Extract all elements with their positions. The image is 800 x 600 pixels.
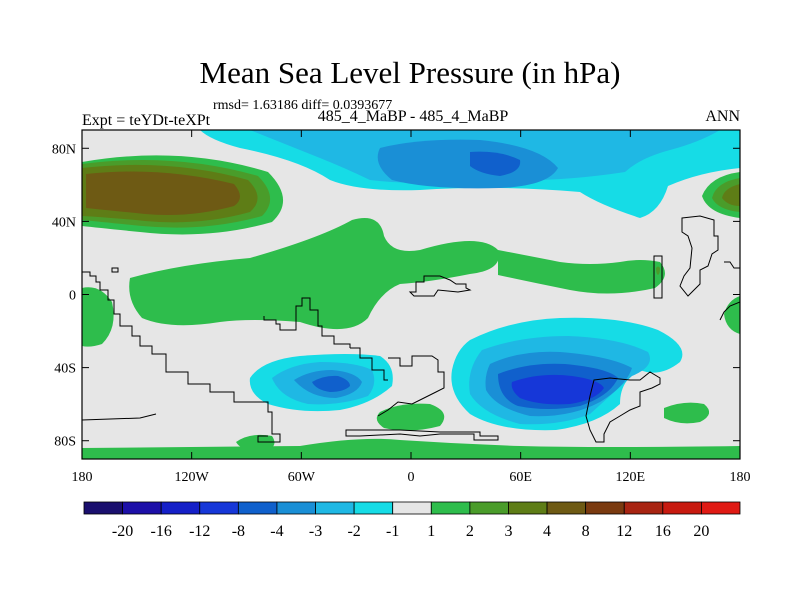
field-region-sind-m8 (511, 374, 604, 405)
colorbar-swatch (160, 501, 201, 515)
y-axis: 80N 40N 0 40S 80S (52, 142, 740, 450)
x-tick-label: 60W (288, 470, 316, 485)
x-tick-label: 180 (72, 470, 93, 485)
colorbar-swatch (392, 501, 432, 515)
x-tick-label: 120E (616, 470, 646, 485)
field-region-south-2a (376, 403, 445, 431)
colorbar-label: -3 (309, 523, 322, 540)
field-region-arctic-m3 (377, 139, 558, 189)
chart-title: Mean Sea Level Pressure (in hPa) (200, 55, 621, 90)
colorbar-swatch (83, 501, 123, 515)
colorbar-label: -2 (347, 523, 360, 540)
y-tick-label: 80N (52, 142, 76, 157)
x-tick-label: 60E (509, 470, 532, 485)
field-region-south-2d (82, 438, 740, 459)
colorbar-label: 20 (693, 523, 709, 540)
colorbar-label: -20 (112, 523, 133, 540)
stats-line: rmsd= 1.63186 diff= 0.0393677 (213, 98, 392, 113)
colorbar-swatch (315, 501, 355, 515)
field-region-eq-atl-2 (129, 218, 499, 330)
colorbar-swatch (546, 501, 587, 515)
colorbar-swatch (508, 501, 548, 515)
field-region-npacific-8 (86, 171, 240, 215)
colorbar-swatch (701, 501, 741, 515)
y-tick-label: 0 (69, 289, 76, 304)
colorbar-label: 3 (504, 523, 512, 540)
field-region-eq-west-2 (82, 287, 114, 347)
season-label: ANN (705, 108, 740, 125)
colorbar-swatch (430, 501, 471, 515)
colorbar-swatch (585, 501, 625, 515)
field-region-eq-ind-2 (498, 250, 665, 294)
field-region-arctic-m4 (470, 151, 521, 176)
colorbar-swatch (623, 501, 664, 515)
colorbar-label: -16 (151, 523, 172, 540)
colorbar-swatch (276, 501, 316, 515)
colorbar-swatch (237, 501, 278, 515)
colorbar-swatch (199, 501, 239, 515)
colorbar-label: -8 (232, 523, 245, 540)
y-tick-label: 80S (54, 435, 76, 450)
x-axis: 180 120W 60W 0 60E 120E 180 (72, 130, 751, 485)
colorbar-label: 4 (543, 523, 551, 540)
colorbar-swatch (353, 501, 394, 515)
colorbar-swatch (662, 501, 702, 515)
colorbar-label: 2 (466, 523, 474, 540)
y-tick-label: 40N (52, 215, 76, 230)
colorbar: -20 -16 -12 -8 -4 -3 -2 -1 1 2 3 4 8 12 16 20 (83, 501, 741, 540)
x-tick-label: 180 (730, 470, 751, 485)
field-region-south-2b (664, 402, 710, 424)
colorbar-swatch (469, 501, 509, 515)
x-tick-label: 0 (408, 470, 415, 485)
field-region-small-3 (656, 266, 660, 275)
colorbar-label: 12 (616, 523, 632, 540)
y-tick-label: 40S (54, 362, 76, 377)
colorbar-label: -1 (386, 523, 399, 540)
colorbar-label: -4 (270, 523, 283, 540)
x-tick-label: 120W (175, 470, 210, 485)
colorbar-label: 8 (582, 523, 590, 540)
field-region-nec-4 (722, 184, 740, 206)
colorbar-label: -12 (189, 523, 210, 540)
field-region-eq-east-2 (724, 296, 740, 334)
coastlines (82, 215, 740, 443)
pressure-field (82, 130, 740, 459)
colorbar-swatch (122, 501, 162, 515)
experiment-label: Expt = teYDt-teXPt (82, 112, 211, 129)
colorbar-label: 1 (427, 523, 435, 540)
chart-subtitle: 485_4_MaBP - 485_4_MaBP (318, 108, 509, 125)
plot-area: 180 120W 60W 0 60E 120E 180 80N 40N 0 40S 80S (52, 129, 751, 485)
field-region-satl-m4 (312, 375, 350, 392)
colorbar-label: 16 (655, 523, 671, 540)
